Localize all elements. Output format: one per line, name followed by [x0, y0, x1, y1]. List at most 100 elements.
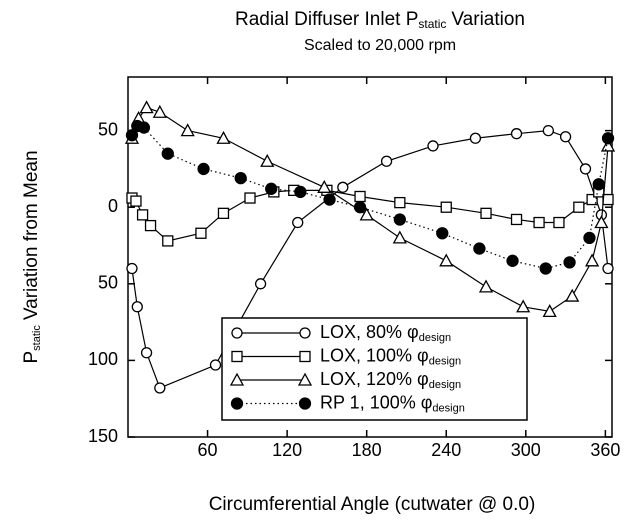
legend-label: LOX, 120% φdesign: [320, 369, 461, 391]
marker: [601, 132, 615, 145]
marker: [152, 104, 167, 118]
marker: [573, 201, 585, 213]
y-tick-label: 150: [88, 426, 118, 446]
legend-label: LOX, 80% φdesign: [320, 322, 451, 344]
marker: [298, 397, 312, 410]
marker: [139, 100, 154, 114]
marker: [393, 213, 406, 226]
legend-name: LOX, 100% φ: [320, 345, 429, 365]
marker: [602, 262, 614, 275]
marker: [565, 288, 580, 302]
marker: [230, 397, 244, 410]
marker: [439, 253, 454, 267]
marker: [602, 193, 614, 206]
marker: [217, 207, 230, 219]
legend-label: LOX, 100% φdesign: [320, 345, 461, 367]
marker: [579, 163, 592, 175]
legend-box: [221, 317, 528, 421]
x-tick-label: 360: [590, 440, 620, 460]
marker: [586, 193, 598, 206]
legend-subscript: design: [429, 379, 461, 391]
marker: [392, 230, 407, 244]
marker: [154, 382, 166, 394]
marker: [180, 123, 195, 137]
marker: [299, 350, 311, 363]
marker: [317, 179, 332, 193]
title-suffix: Variation: [451, 9, 525, 30]
marker: [140, 347, 153, 359]
marker: [260, 153, 275, 167]
marker: [542, 304, 557, 318]
marker: [323, 193, 336, 206]
marker: [161, 147, 174, 160]
y-tick-label: 50: [98, 119, 118, 139]
marker: [265, 182, 278, 195]
marker: [553, 216, 565, 229]
y-tick-label: 0: [108, 196, 118, 216]
marker: [542, 124, 555, 137]
chart-title: Radial Diffuser Inlet Pstatic Variation: [235, 9, 525, 31]
marker: [337, 181, 349, 193]
legend-subscript: design: [432, 402, 464, 414]
x-tick-label: 180: [352, 440, 382, 460]
marker: [600, 138, 616, 152]
marker: [516, 299, 531, 313]
marker: [231, 327, 243, 339]
marker: [144, 219, 157, 232]
marker: [254, 278, 267, 290]
y-label-main: P: [21, 351, 42, 364]
marker: [440, 201, 452, 213]
title-subscript: static: [418, 17, 446, 31]
marker: [353, 201, 367, 214]
marker: [583, 231, 596, 245]
legend-label: RP 1, 100% φdesign: [320, 392, 465, 414]
marker: [539, 262, 552, 275]
y-label-suffix: Variation from Mean: [21, 150, 42, 320]
series-line: [131, 106, 609, 313]
marker: [126, 262, 138, 275]
marker: [506, 254, 519, 267]
marker: [299, 327, 311, 339]
marker: [478, 279, 494, 293]
marker: [131, 301, 143, 313]
marker: [359, 207, 374, 221]
marker: [594, 215, 609, 229]
marker: [125, 129, 139, 142]
marker: [480, 207, 492, 219]
marker: [510, 213, 523, 226]
marker: [354, 190, 366, 203]
series-line: [131, 125, 609, 270]
marker: [563, 256, 576, 269]
marker: [436, 227, 449, 240]
marker: [427, 140, 439, 152]
x-tick-label: 60: [198, 440, 218, 460]
x-tick-label: 300: [511, 440, 541, 460]
marker: [137, 121, 151, 134]
legend-name: LOX, 80% φ: [320, 322, 419, 342]
x-tick-label: 240: [431, 440, 461, 460]
marker: [559, 131, 572, 143]
legend-name: LOX, 120% φ: [320, 369, 429, 389]
marker: [297, 372, 313, 386]
y-axis-label: Pstatic Variation from Mean: [21, 150, 43, 363]
chart-subtitle: Scaled to 20,000 rpm: [304, 37, 456, 54]
x-tick-label: 120: [272, 440, 302, 460]
marker: [294, 185, 307, 199]
marker: [592, 178, 605, 191]
y-label-subscript: static: [31, 325, 43, 351]
legend-name: RP 1, 100% φ: [320, 392, 432, 412]
marker: [469, 132, 482, 144]
title-main: Radial Diffuser Inlet P: [235, 9, 418, 30]
plot-frame: [127, 76, 613, 438]
series-line: [131, 189, 609, 242]
marker: [216, 130, 231, 144]
marker: [136, 209, 149, 221]
y-tick-label: 50: [98, 273, 118, 293]
marker: [162, 235, 174, 247]
legend-subscript: design: [429, 355, 461, 367]
marker: [380, 155, 393, 167]
marker: [195, 227, 207, 239]
marker: [197, 162, 210, 176]
marker: [473, 242, 486, 255]
